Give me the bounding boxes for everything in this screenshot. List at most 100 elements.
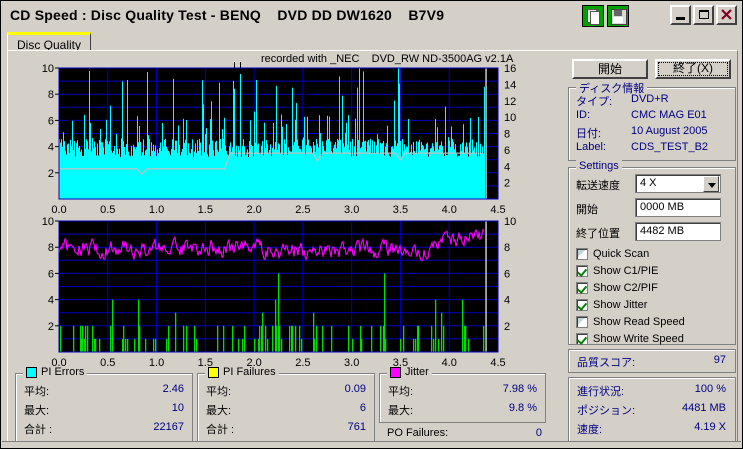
checkbox-show-c2-pif-box[interactable] <box>576 282 588 294</box>
svg-text:8: 8 <box>504 242 510 254</box>
svg-text:16: 16 <box>504 63 516 75</box>
svg-text:2.0: 2.0 <box>246 357 261 367</box>
save-icon[interactable] <box>607 5 629 27</box>
svg-text:6: 6 <box>48 268 54 280</box>
disc-id-label: ID: <box>576 109 591 121</box>
pi-failures-total-value: 761 <box>347 421 366 433</box>
checkbox-quick-scan-box[interactable] <box>576 248 588 260</box>
chart-pi-errors: 2 4 6 8 10 2 4 6 8 10 12 14 16 0.0 0.5 1.0 1.5 2.0 2.5 3.0 3… <box>42 62 516 214</box>
svg-text:4.5: 4.5 <box>490 204 505 214</box>
svg-text:4: 4 <box>48 295 54 307</box>
checkbox-show-c2-pif[interactable]: Show C2/PIF <box>576 282 658 294</box>
maximize-button[interactable] <box>693 5 714 25</box>
svg-text:0.5: 0.5 <box>100 357 115 367</box>
start-position-input[interactable]: 0000 MB <box>635 198 721 217</box>
pi-failures-max-value: 6 <box>359 402 366 414</box>
tab-disc-quality[interactable]: Disc Quality <box>7 32 92 52</box>
checkbox-show-read-speed-label: Show Read Speed <box>593 316 685 328</box>
position-label: ポジション: <box>577 405 636 417</box>
end-position-value: 4482 MB <box>640 225 685 237</box>
svg-text:10: 10 <box>504 216 516 228</box>
checkbox-show-read-speed[interactable]: Show Read Speed <box>576 316 685 328</box>
svg-text:10: 10 <box>504 112 516 124</box>
checkbox-show-c1-pie-label: Show C1/PIE <box>593 265 659 277</box>
pi-failures-title: PI Failures <box>205 366 279 378</box>
end-position-input[interactable]: 4482 MB <box>635 222 721 241</box>
start-position-label: 開始 <box>576 204 598 216</box>
pi-failures-total-label: 合計 : <box>206 424 235 436</box>
minimize-button[interactable] <box>670 5 691 25</box>
disc-type-label: タイプ: <box>576 96 613 108</box>
svg-text:1.5: 1.5 <box>198 357 213 367</box>
checkbox-quick-scan-label: Quick Scan <box>593 248 650 260</box>
svg-text:2: 2 <box>48 168 54 180</box>
svg-text:0.0: 0.0 <box>51 357 66 367</box>
window-controls <box>670 5 737 25</box>
speed-value: 4.19 X <box>694 421 726 433</box>
pi-errors-avg-value: 2.46 <box>162 383 184 395</box>
pi-failures-color-swatch <box>208 366 219 378</box>
disc-type-value: DVD+R <box>631 93 669 105</box>
svg-text:1.0: 1.0 <box>149 204 164 214</box>
checkbox-show-c1-pie[interactable]: Show C1/PIE <box>576 265 658 277</box>
toolbar-icons <box>582 5 629 27</box>
close-button[interactable] <box>716 5 737 25</box>
checkbox-show-write-speed[interactable]: Show Write Speed <box>576 333 684 345</box>
progress-label: 進行状況: <box>577 386 625 398</box>
po-failures-label: PO Failures: <box>387 427 449 439</box>
pi-errors-max-value: 10 <box>171 402 184 414</box>
svg-text:3.0: 3.0 <box>344 357 359 367</box>
progress-value: 100 % <box>694 383 726 395</box>
svg-text:2: 2 <box>504 178 510 190</box>
svg-text:10: 10 <box>42 63 54 75</box>
checkbox-quick-scan[interactable]: Quick Scan <box>576 248 649 260</box>
checkbox-show-write-speed-box[interactable] <box>576 333 588 345</box>
svg-text:0.5: 0.5 <box>100 204 115 214</box>
pi-failures-avg-label: 平均: <box>206 386 232 398</box>
svg-text:6: 6 <box>48 115 54 127</box>
svg-text:8: 8 <box>48 89 54 101</box>
pi-errors-avg-label: 平均: <box>24 386 50 398</box>
svg-text:2: 2 <box>504 321 510 333</box>
pi-failures-avg-value: 0.09 <box>344 383 366 395</box>
checkbox-show-c1-pie-box[interactable] <box>576 265 588 277</box>
transfer-speed-label: 転送速度 <box>576 180 620 192</box>
pi-failures-title-label: PI Failures <box>223 366 276 378</box>
checkbox-show-c2-pif-label: Show C2/PIF <box>593 282 658 294</box>
window-title: CD Speed : Disc Quality Test - BENQ DVD … <box>10 7 445 23</box>
checkbox-show-jitter[interactable]: Show Jitter <box>576 299 647 311</box>
jitter-panel: Jitter 平均: 7.98 % 最大: 9.8 % <box>379 366 546 423</box>
svg-text:4: 4 <box>504 295 510 307</box>
status-panel: 進行状況: 100 % ポジション: 4481 MB 速度: 4.19 X <box>568 377 736 443</box>
disc-date-value: 10 August 2005 <box>631 125 708 137</box>
checkbox-show-read-speed-box[interactable] <box>576 316 588 328</box>
disc-date-label: 日付: <box>576 128 602 140</box>
speed-label: 速度: <box>577 424 603 436</box>
svg-text:1.5: 1.5 <box>198 204 213 214</box>
pi-errors-panel: PI Errors 平均: 2.46 最大: 10 合計 : 22167 <box>15 366 193 443</box>
svg-text:1.0: 1.0 <box>149 357 164 367</box>
svg-text:8: 8 <box>504 129 510 141</box>
exit-button[interactable]: 終了(X) <box>655 59 731 79</box>
disc-label-label: Label: <box>576 141 606 153</box>
svg-text:2: 2 <box>48 321 54 333</box>
chevron-down-icon[interactable] <box>703 176 719 192</box>
copy-icon[interactable] <box>582 5 604 27</box>
svg-text:2.0: 2.0 <box>246 204 261 214</box>
svg-text:10: 10 <box>42 216 54 228</box>
title-bar: CD Speed : Disc Quality Test - BENQ DVD … <box>2 2 741 28</box>
svg-text:8: 8 <box>48 242 54 254</box>
start-button[interactable]: 開始 <box>572 59 648 79</box>
svg-text:4: 4 <box>504 161 510 173</box>
svg-text:4.0: 4.0 <box>442 357 457 367</box>
jitter-title: Jitter <box>387 366 432 378</box>
chart-jitter-pif: 2 4 6 8 10 2 4 6 8 10 0.0 0.5 1.0 1.5 2.0 2.5 3.0 3.5 4.0 4… <box>42 216 517 367</box>
jitter-avg-value: 7.98 % <box>502 383 537 395</box>
svg-text:2.5: 2.5 <box>295 357 310 367</box>
pi-errors-max-label: 最大: <box>24 405 50 417</box>
tab-strip <box>7 32 738 50</box>
pi-errors-title-label: PI Errors <box>41 366 85 378</box>
transfer-speed-select[interactable]: 4 X <box>635 174 721 193</box>
checkbox-show-jitter-box[interactable] <box>576 299 588 311</box>
po-failures-value: 0 <box>535 427 542 439</box>
